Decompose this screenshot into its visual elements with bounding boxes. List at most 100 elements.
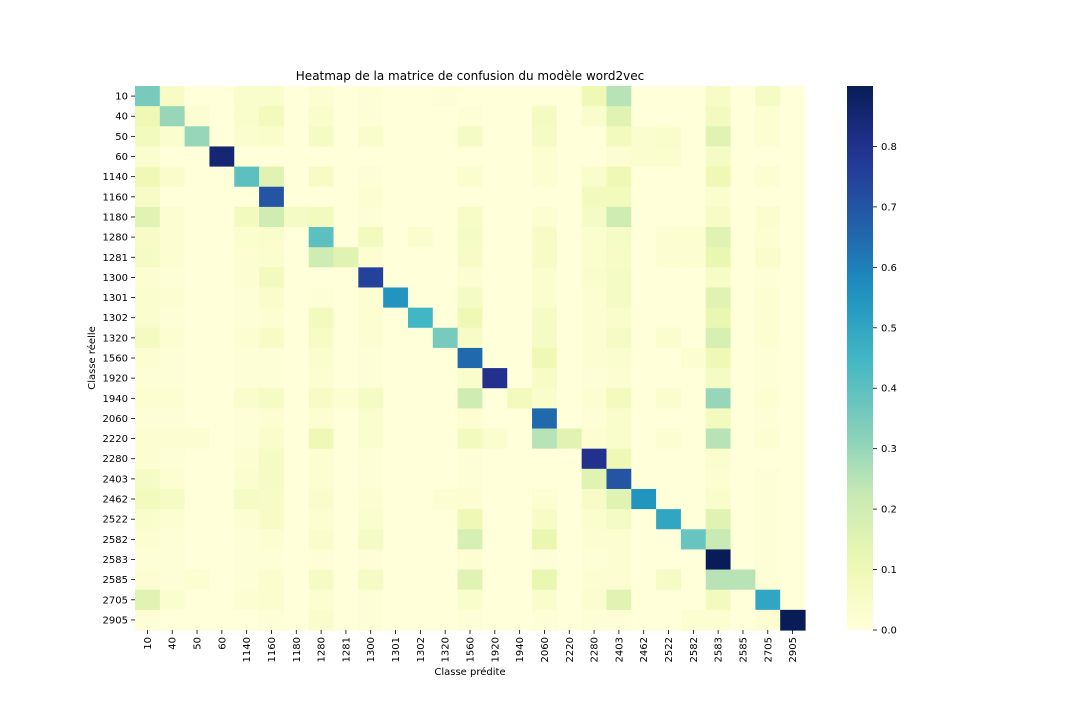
- heatmap-cell: [581, 529, 608, 551]
- heatmap-cell: [755, 509, 781, 530]
- heatmap-cell: [656, 569, 682, 591]
- heatmap-cell: [407, 468, 434, 490]
- heatmap-cell: [730, 549, 756, 571]
- y-tick-label: 2582: [103, 535, 128, 546]
- heatmap-cell: [730, 247, 756, 268]
- heatmap-cell: [432, 126, 459, 148]
- heatmap-cell: [457, 488, 484, 510]
- heatmap-cell: [184, 146, 211, 168]
- heatmap-cell: [209, 428, 235, 450]
- heatmap-cell: [358, 267, 384, 289]
- heatmap-cell: [159, 529, 186, 551]
- colorbar-tick-label: 0.6: [881, 263, 897, 274]
- heatmap-cell: [184, 529, 211, 551]
- heatmap-cell: [358, 368, 384, 389]
- heatmap-cell: [383, 166, 409, 188]
- heatmap-cell: [482, 569, 508, 591]
- heatmap-cell: [457, 428, 484, 450]
- heatmap-cell: [209, 307, 235, 329]
- heatmap-cell: [135, 468, 161, 490]
- heatmap-cell: [159, 468, 186, 490]
- heatmap-cell: [358, 287, 384, 309]
- heatmap-cell: [308, 206, 335, 228]
- heatmap-cell: [283, 307, 310, 329]
- heatmap-cell: [358, 388, 384, 409]
- heatmap-cell: [283, 529, 310, 551]
- heatmap-cell: [730, 86, 756, 107]
- heatmap-cell: [507, 529, 533, 551]
- heatmap-cell: [532, 287, 558, 309]
- heatmap-cell: [283, 468, 310, 490]
- heatmap-cell: [407, 408, 434, 430]
- heatmap-cell: [209, 448, 235, 470]
- heatmap-cell: [780, 267, 806, 289]
- heatmap-cell: [283, 186, 310, 208]
- heatmap-cell: [730, 327, 756, 349]
- y-tick-label: 1560: [103, 354, 128, 365]
- heatmap-cell: [159, 146, 186, 168]
- heatmap-cell: [135, 408, 161, 430]
- heatmap-cell: [556, 609, 583, 631]
- heatmap-cell: [135, 166, 161, 188]
- heatmap-cell: [457, 509, 484, 530]
- colorbar-ticks: 0.0 0.1 0.2 0.3 0.4 0.5 0.6 0.7 0.8: [873, 142, 897, 637]
- heatmap-cell: [234, 448, 260, 470]
- heatmap-cell: [730, 307, 756, 329]
- heatmap-cell: [259, 388, 285, 409]
- heatmap-cell: [556, 488, 583, 510]
- heatmap-cell: [308, 86, 335, 107]
- heatmap-cell: [135, 529, 161, 551]
- heatmap-cell: [333, 327, 359, 349]
- heatmap-cell: [383, 126, 409, 148]
- heatmap-cell: [556, 468, 583, 490]
- heatmap-cell: [507, 388, 533, 409]
- heatmap-cell: [159, 488, 186, 510]
- colorbar-tick-label: 0.0: [881, 626, 897, 637]
- heatmap-cell: [135, 589, 161, 611]
- heatmap-cell: [507, 126, 533, 148]
- heatmap-cell: [308, 247, 335, 268]
- heatmap-cell: [631, 166, 657, 188]
- heatmap-cell: [209, 126, 235, 148]
- heatmap-cell: [383, 287, 409, 309]
- x-tick-label: 1940: [515, 637, 526, 662]
- heatmap-cell: [209, 106, 235, 127]
- heatmap-cell: [308, 267, 335, 289]
- heatmap-cell: [159, 549, 186, 571]
- heatmap-cell: [457, 146, 484, 168]
- heatmap-cell: [259, 509, 285, 530]
- heatmap-cell: [656, 549, 682, 571]
- heatmap-cell: [631, 247, 657, 268]
- heatmap-cell: [333, 267, 359, 289]
- heatmap-cell: [259, 448, 285, 470]
- heatmap-cell: [730, 388, 756, 409]
- heatmap-cell: [358, 186, 384, 208]
- heatmap-cell: [631, 569, 657, 591]
- heatmap-cell: [184, 347, 211, 369]
- heatmap-cell: [705, 307, 732, 329]
- heatmap-cell: [135, 609, 161, 631]
- heatmap-cell: [631, 347, 657, 369]
- heatmap-cell: [432, 146, 459, 168]
- heatmap-cell: [482, 146, 508, 168]
- heatmap-cell: [730, 609, 756, 631]
- heatmap-cell: [556, 227, 583, 248]
- y-axis-title: Classe réelle: [86, 326, 98, 390]
- heatmap-cell: [259, 227, 285, 248]
- heatmap-cell: [308, 327, 335, 349]
- heatmap-cell: [333, 106, 359, 127]
- heatmap-cell: [407, 589, 434, 611]
- heatmap-cell: [234, 206, 260, 228]
- heatmap-cell: [234, 86, 260, 107]
- heatmap-cell: [333, 549, 359, 571]
- heatmap-cell: [581, 509, 608, 530]
- heatmap-cell: [581, 247, 608, 268]
- heatmap-cell: [135, 86, 161, 107]
- heatmap-cell: [383, 609, 409, 631]
- heatmap-cell: [631, 549, 657, 571]
- heatmap-cell: [556, 448, 583, 470]
- heatmap-cell: [209, 468, 235, 490]
- heatmap-cell: [482, 267, 508, 289]
- heatmap-cell: [606, 287, 632, 309]
- heatmap-cell: [283, 126, 310, 148]
